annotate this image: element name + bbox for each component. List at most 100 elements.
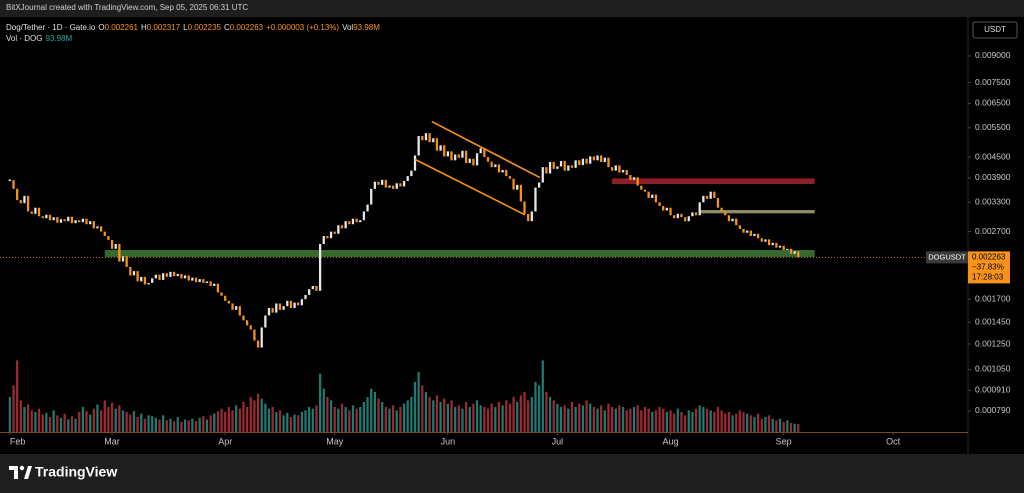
volume-bar — [220, 408, 223, 432]
volume-bar — [85, 411, 88, 432]
candle-body — [410, 170, 413, 177]
volume-bar — [698, 405, 701, 432]
volume-bar — [636, 405, 639, 432]
candle-body — [143, 276, 147, 285]
candle-body — [665, 207, 669, 211]
y-tick-label: 0.001700 — [975, 293, 1011, 303]
volume-bar — [311, 408, 314, 432]
candle-body — [698, 202, 701, 216]
volume-bar — [260, 398, 263, 432]
candle-body — [720, 207, 723, 212]
candle-body — [311, 286, 314, 290]
candle-body — [176, 273, 179, 277]
candle-body — [351, 218, 355, 225]
volume-bar — [245, 407, 249, 432]
candle-body — [479, 148, 482, 154]
logo-mark — [19, 465, 25, 471]
volume-bar — [461, 408, 464, 432]
candle-body — [669, 207, 672, 216]
volume-bar — [724, 413, 727, 432]
candle-body — [548, 162, 552, 174]
volume-bar — [494, 407, 497, 432]
candle-body — [165, 273, 168, 277]
candle-body — [92, 221, 95, 229]
volume-bar — [486, 408, 490, 432]
volume-bar — [34, 412, 37, 432]
volume-bar — [709, 410, 712, 432]
volume-bar — [202, 416, 205, 432]
legend-ohlc-value: 0.002317 — [147, 23, 181, 32]
volume-bar — [512, 397, 515, 432]
volume-bar — [67, 419, 70, 432]
candle-body — [432, 138, 435, 143]
volume-bar — [103, 400, 106, 432]
candle-body — [468, 158, 471, 164]
volume-bar — [716, 407, 720, 432]
volume-bar — [756, 413, 760, 432]
candle-body — [359, 220, 362, 223]
candle-body — [760, 238, 763, 242]
volume-bar — [256, 393, 260, 432]
candle-body — [388, 185, 391, 188]
candle-body — [238, 306, 241, 316]
candle-body — [63, 219, 66, 222]
volume-bar — [253, 400, 256, 432]
volume-bar — [48, 417, 52, 432]
y-tick-label: 0.005500 — [975, 122, 1011, 132]
x-tick-label: Apr — [218, 436, 232, 446]
volume-bar — [355, 408, 358, 432]
candle-body — [322, 236, 325, 245]
volume-bar — [516, 402, 519, 432]
candle-body — [205, 281, 209, 283]
volume-bar — [508, 403, 512, 432]
volume-bar — [125, 412, 128, 432]
candle-body — [683, 217, 687, 222]
volume-bar — [121, 410, 125, 432]
volume-bar — [669, 410, 672, 432]
volume-bar — [483, 407, 486, 432]
volume-bar — [435, 395, 439, 432]
volume-bar — [410, 397, 413, 432]
volume-bar — [581, 405, 585, 432]
candle-body — [8, 179, 11, 181]
volume-bar — [647, 408, 650, 432]
candle-body — [253, 329, 256, 341]
volume-bar — [158, 419, 161, 432]
candle-body — [326, 236, 329, 239]
candle-body — [30, 211, 33, 214]
volume-bar — [377, 398, 380, 432]
candle-body — [472, 158, 475, 166]
unit-button[interactable] — [972, 21, 1018, 39]
candle-body — [775, 242, 778, 248]
candle-body — [592, 156, 595, 161]
candle-body — [245, 320, 249, 326]
volume-bar — [209, 415, 212, 432]
candle-body — [187, 275, 190, 281]
candle-body — [23, 195, 26, 204]
volume-bar — [592, 407, 595, 432]
legend-change: +0.000003 (+0.13%) — [266, 23, 339, 32]
candle-body — [121, 256, 125, 262]
volume-bar — [527, 400, 530, 432]
candle-body — [129, 266, 132, 276]
candle-body — [183, 275, 187, 279]
volume-bar — [381, 402, 384, 432]
candle-body — [596, 155, 599, 161]
volume-bar — [81, 407, 84, 432]
volume-bar — [8, 397, 11, 432]
candle-body — [756, 233, 760, 239]
candle-body — [16, 188, 19, 201]
candle-body — [370, 188, 373, 205]
volume-bar — [446, 403, 449, 432]
candle-body — [614, 165, 617, 171]
volume-bar — [165, 420, 168, 432]
candle-body — [377, 181, 380, 185]
volume-bar — [585, 400, 588, 432]
volume-bar — [789, 422, 793, 432]
volume-bar — [370, 388, 373, 432]
candle-body — [413, 155, 417, 171]
candle-body — [333, 231, 336, 234]
volume-bar — [643, 407, 647, 432]
candle-body — [709, 191, 712, 199]
candle-body — [81, 218, 84, 223]
